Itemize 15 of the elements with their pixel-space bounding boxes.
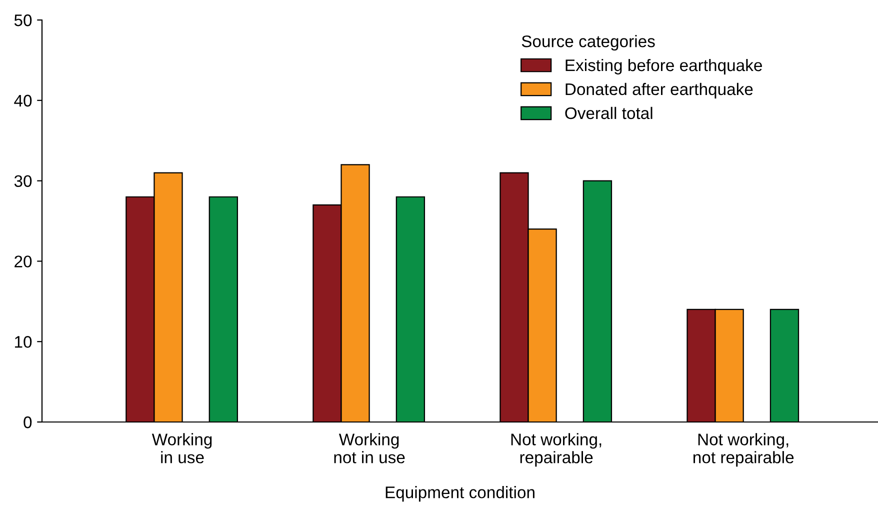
x-tick-label: Working in use <box>152 433 212 464</box>
legend-label: Overall total <box>565 106 652 120</box>
legend-label: Donated after earthquake <box>566 82 753 98</box>
legend-title: Source categories <box>522 35 655 51</box>
legend-label: Existing before earthquake <box>566 58 762 74</box>
y-tick-label: 20 <box>14 256 32 268</box>
y-tick-label: 10 <box>15 336 32 348</box>
y-tick-label: 50 <box>14 14 32 26</box>
x-axis-title: Equipment condition <box>386 486 534 502</box>
y-tick-label: 30 <box>14 175 32 188</box>
x-tick-label: Not working, repairable <box>511 433 602 467</box>
y-tick-label: 0 <box>24 416 32 428</box>
y-tick-label: 40 <box>14 94 32 107</box>
x-tick-label: Working not in use <box>334 433 405 464</box>
x-tick-label: Not working, not repairable <box>693 433 794 467</box>
